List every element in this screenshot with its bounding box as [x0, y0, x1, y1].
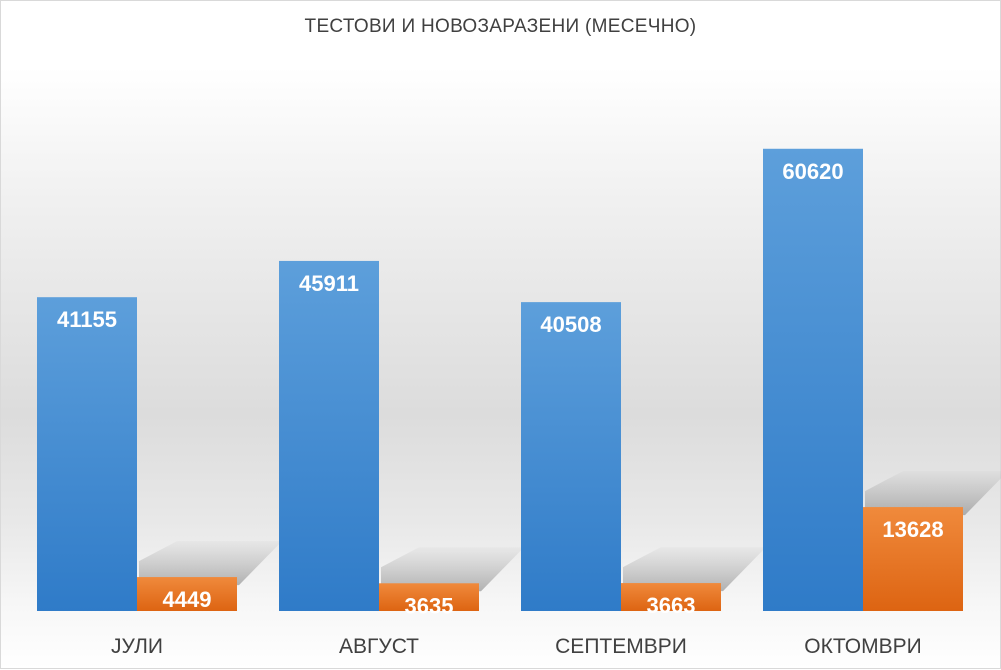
bar-new-cases	[863, 507, 963, 611]
bar-tests	[279, 260, 379, 611]
data-label-tests: 40508	[540, 312, 601, 337]
bar-new-cases	[137, 577, 237, 611]
data-label-new-cases: 3663	[647, 593, 696, 618]
data-label-new-cases: 13628	[882, 517, 943, 542]
bar-shadow	[381, 547, 524, 592]
data-label-tests: 41155	[57, 307, 117, 332]
chart-title: ТЕСТОВИ И НОВОЗАРАЗЕНИ (МЕСЕЧНО)	[304, 16, 697, 37]
data-label-tests: 60620	[782, 159, 843, 184]
category-label: СЕПТЕМВРИ	[555, 635, 687, 658]
data-label-new-cases: 3635	[405, 593, 454, 618]
category-label: ЈУЛИ	[111, 635, 163, 658]
category-label: ОКТОМВРИ	[804, 635, 921, 658]
bar-shadow	[623, 547, 766, 592]
bar-tests	[37, 297, 137, 611]
bar-new-cases	[379, 583, 479, 611]
bar-tests	[763, 148, 863, 611]
bar-shadow	[139, 541, 282, 586]
bar-new-cases	[621, 583, 721, 611]
data-label-tests: 45911	[299, 271, 359, 296]
bar-tests	[521, 302, 621, 611]
category-label: АВГУСТ	[339, 635, 419, 658]
bar-shadow	[865, 471, 1001, 516]
data-label-new-cases: 4449	[163, 587, 212, 612]
